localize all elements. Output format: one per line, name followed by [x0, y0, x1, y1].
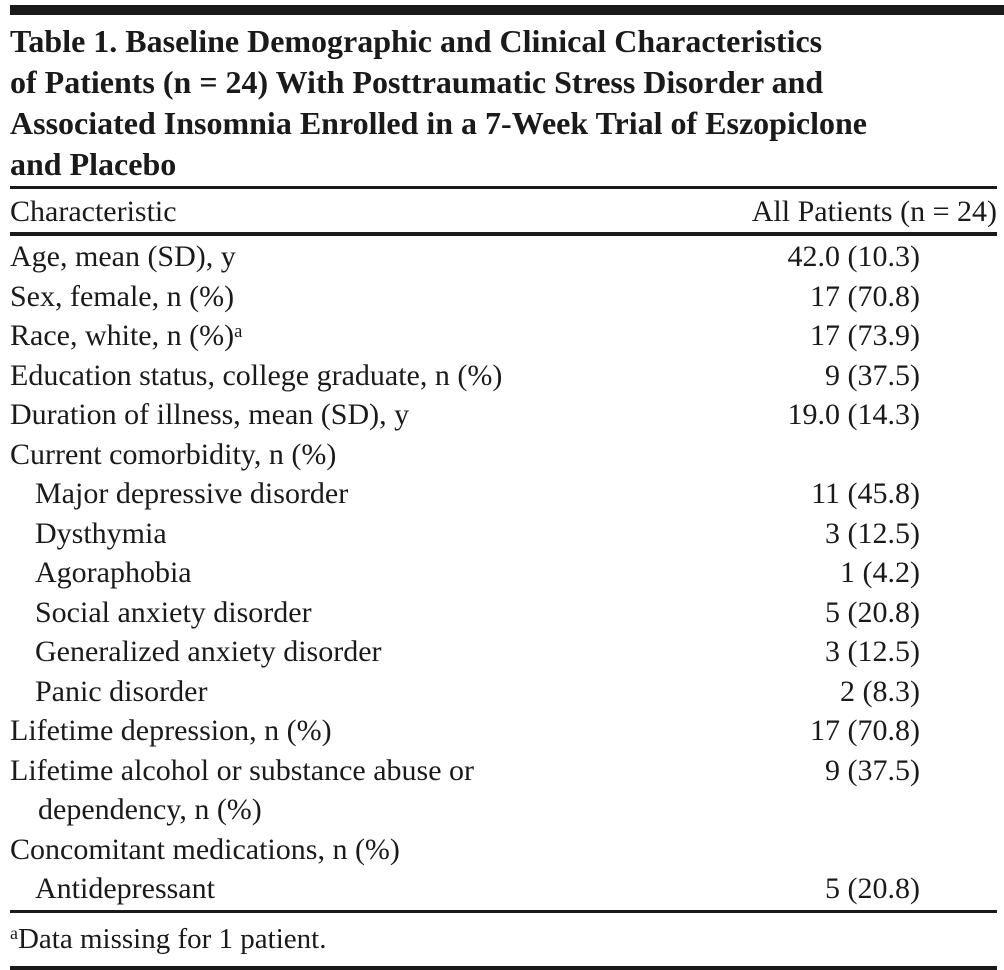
column-header-characteristic: Characteristic	[10, 195, 177, 228]
row-value: 17 (70.8)	[810, 714, 920, 747]
row-label: Antidepressant	[35, 872, 215, 905]
footnote-text: aData missing for 1 patient.	[10, 922, 327, 955]
table-row: Concomitant medications, n (%)	[10, 830, 997, 870]
row-label: Concomitant medications, n (%)	[10, 832, 400, 866]
table-header-row: Characteristic All Patients (n = 24)	[10, 189, 997, 236]
table-row: Sex, female, n (%) 17 (70.8)	[10, 277, 997, 317]
table-row: Antidepressant 5 (20.8)	[10, 869, 997, 909]
row-label: Current comorbidity, n (%)	[10, 437, 337, 471]
row-label: Dysthymia	[35, 516, 167, 550]
row-label: Social anxiety disorder	[35, 595, 312, 629]
row-value: 17 (70.8)	[810, 279, 920, 313]
table-row: Lifetime alcohol or substance abuse or de…	[10, 751, 997, 830]
row-label: Sex, female, n (%)	[10, 279, 235, 313]
footnote-reference-marker: a	[234, 320, 243, 342]
row-value: 19.0 (14.3)	[787, 398, 920, 431]
footnote-marker: a	[10, 923, 18, 944]
table-row: Duration of illness, mean (SD), y 19.0 (…	[10, 395, 997, 435]
row-label: Education status, college graduate, n (%…	[10, 358, 503, 392]
table-row: Panic disorder 2 (8.3)	[10, 672, 997, 712]
row-value: 3 (12.5)	[825, 635, 920, 668]
table-row: Race, white, n (%)a 17 (73.9)	[10, 316, 997, 356]
row-label: Lifetime alcohol or substance abuse or de…	[10, 751, 997, 830]
table-row: Dysthymia 3 (12.5)	[10, 514, 997, 554]
table-figure: Table 1. Baseline Demographic and Clinic…	[0, 5, 1004, 970]
row-value: 17 (73.9)	[810, 319, 920, 352]
table-row: Agoraphobia 1 (4.2)	[10, 553, 997, 593]
row-value: 42.0 (10.3)	[787, 240, 920, 273]
table-title-line: Associated Insomnia Enrolled in a 7-Week…	[10, 105, 867, 141]
row-label-continuation: dependency, n (%)	[38, 793, 262, 826]
table-row: Generalized anxiety disorder 3 (12.5)	[10, 632, 997, 672]
row-value: 5 (20.8)	[825, 595, 920, 629]
table-title-line: of Patients (n = 24) With Posttraumatic …	[10, 64, 824, 100]
table-footnote: aData missing for 1 patient.	[10, 913, 997, 966]
top-rule	[10, 5, 1004, 15]
row-label: Generalized anxiety disorder	[35, 635, 382, 668]
table-row: Education status, college graduate, n (%…	[10, 356, 997, 396]
row-label: Duration of illness, mean (SD), y	[10, 398, 410, 431]
row-value: 5 (20.8)	[825, 872, 920, 905]
table-title-line: and Placebo	[10, 146, 177, 182]
row-value: 2 (8.3)	[840, 674, 920, 708]
row-label: Lifetime depression, n (%)	[10, 714, 332, 747]
row-label: Agoraphobia	[35, 556, 192, 589]
row-label: Age, mean (SD), y	[10, 240, 236, 273]
table-row: Age, mean (SD), y 42.0 (10.3)	[10, 237, 997, 277]
row-value: 9 (37.5)	[825, 358, 920, 392]
row-label: Panic disorder	[35, 674, 208, 708]
row-label: Race, white, n (%)a	[10, 319, 243, 352]
row-value: 9 (37.5)	[825, 753, 920, 787]
row-value: 11 (45.8)	[811, 477, 920, 510]
table-row: Major depressive disorder 11 (45.8)	[10, 474, 997, 514]
bottom-rule	[10, 965, 997, 970]
table-row: Social anxiety disorder 5 (20.8)	[10, 593, 997, 633]
row-value: 3 (12.5)	[825, 516, 920, 550]
row-value: 1 (4.2)	[840, 556, 920, 589]
table-title-line: Table 1. Baseline Demographic and Clinic…	[10, 23, 823, 59]
table-title: Table 1. Baseline Demographic and Clinic…	[10, 15, 997, 189]
row-label: Major depressive disorder	[35, 477, 349, 510]
column-header-all-patients: All Patients (n = 24)	[751, 195, 997, 228]
table-body: Age, mean (SD), y 42.0 (10.3) Sex, femal…	[10, 236, 997, 913]
table-row: Current comorbidity, n (%)	[10, 435, 997, 475]
table-row: Lifetime depression, n (%) 17 (70.8)	[10, 711, 997, 751]
